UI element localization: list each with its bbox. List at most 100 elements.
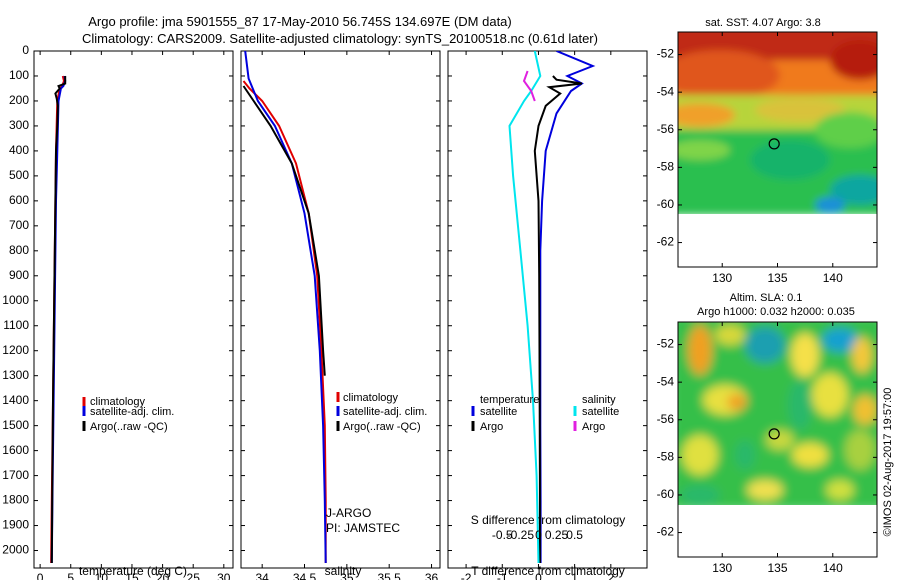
argo-location-marker — [768, 138, 780, 150]
map-y-tick-label: -60 — [657, 197, 675, 211]
sst-map-title: sat. SST: 4.07 Argo: 3.8 — [705, 17, 821, 29]
series-temperature-satellite — [539, 51, 596, 563]
legend-temp-argo-label: Argo — [480, 421, 503, 433]
sst-map: sat. SST: 4.07 Argo: 3.8 -52-54-56-5 — [657, 17, 878, 285]
s-difference-label: S difference from climatology — [471, 513, 626, 527]
salinity-x-axis: 34 34.5 35 35.5 36 — [255, 51, 439, 580]
y-tick-label: 1600 — [2, 443, 29, 457]
legend-climatology-label: climatology — [90, 396, 146, 408]
x-tick-label: 20 — [156, 571, 170, 580]
header-line2: Climatology: CARS2009. Satellite-adjuste… — [82, 31, 598, 46]
x-tick-label: 0 — [37, 571, 44, 580]
y-tick-label: 300 — [9, 118, 29, 132]
sla-map: Altim. SLA: 0.1 Argo h1000: 0.032 h2000:… — [657, 292, 878, 575]
y-tick-label: 400 — [9, 143, 29, 157]
s-difference-tick-label: 0 — [535, 528, 542, 542]
s-difference-tick-label: 0.5 — [566, 528, 583, 542]
x-tick-label: 0 — [535, 571, 542, 580]
x-tick-label: 15 — [125, 571, 139, 580]
series-argo-raw-qc — [50, 76, 67, 564]
map-x-tick-label: 140 — [823, 561, 843, 575]
map-x-tick-label: 130 — [712, 271, 732, 285]
map-y-tick-label: -54 — [657, 374, 675, 388]
y-tick-label: 500 — [9, 168, 29, 182]
x-tick-label: -1 — [497, 571, 508, 580]
series-salinity-argo — [522, 70, 536, 102]
x-tick-label: 35 — [340, 571, 354, 580]
depth-axis: 0 100 200 300 400 500 600 700 800 900 1000 1100 1200… — [2, 43, 233, 557]
x-tick-label: 30 — [217, 571, 231, 580]
legend-satellite-label: satellite-adj. clim. — [90, 406, 174, 418]
sst-field — [678, 32, 877, 215]
map-y-tick-label: -52 — [657, 47, 675, 61]
map-x-tick-label: 140 — [823, 271, 843, 285]
y-tick-label: 1500 — [2, 418, 29, 432]
series-climatology — [242, 80, 327, 563]
difference-axes-frame — [447, 50, 648, 569]
x-tick-label: 25 — [187, 571, 201, 580]
series-salinity-satellite — [508, 51, 542, 564]
series-argo-raw-qc — [242, 85, 326, 376]
s-difference-tick-label: 0.25 — [545, 528, 569, 542]
s-difference-tick-label: -0.5 — [492, 528, 513, 542]
header-line1: Argo profile: jma 5901555_87 17-May-2010… — [88, 14, 512, 29]
y-tick-label: 1200 — [2, 343, 29, 357]
legend-satellite-label: satellite-adj. clim. — [343, 406, 427, 418]
x-tick-label: 2 — [607, 571, 614, 580]
legend-temperature-title: temperature — [480, 394, 539, 406]
y-tick-label: 1000 — [2, 293, 29, 307]
sst-y-ticks: -52 -54 -56 -58 -60 -62 — [657, 47, 877, 249]
x-tick-label: 10 — [95, 571, 109, 580]
legend-argo-label: Argo(..raw -QC) — [343, 421, 421, 433]
map-y-tick-label: -56 — [657, 412, 675, 426]
sla-map-subtitle: Argo h1000: 0.032 h2000: 0.035 — [697, 306, 855, 318]
temperature-x-label: temperature (deg C) — [79, 564, 187, 578]
legend-sal-argo-label: Argo — [582, 421, 605, 433]
temperature-axes-frame — [33, 50, 234, 569]
map-y-tick-label: -60 — [657, 487, 675, 501]
sla-field — [678, 322, 877, 510]
map-y-tick-label: -62 — [657, 235, 675, 249]
legend-salinity-title: salinity — [582, 394, 616, 406]
pi-label: PI: JAMSTEC — [326, 521, 400, 535]
x-tick-label: 5 — [67, 571, 74, 580]
legend-climatology-label: climatology — [343, 392, 399, 404]
map-y-tick-label: -56 — [657, 122, 675, 136]
y-tick-label: 1100 — [3, 318, 29, 332]
x-tick-label: 35.5 — [378, 571, 402, 580]
x-tick-label: 34 — [255, 571, 269, 580]
legend-argo-label: Argo(..raw -QC) — [90, 421, 168, 433]
x-tick-label: -2 — [461, 571, 472, 580]
temperature-x-axis: 0 5 10 15 20 25 30 — [37, 51, 231, 580]
map-x-tick-label: 135 — [767, 561, 787, 575]
argo-program-label: J-ARGO — [326, 506, 371, 520]
s-difference-ticks: -0.5-0.25 0 0.250.5 — [492, 528, 583, 542]
salinity-axes-frame — [240, 50, 441, 569]
legend-temp-satellite-label: satellite — [480, 406, 517, 418]
y-tick-label: 1300 — [2, 368, 29, 382]
y-tick-label: 200 — [9, 93, 29, 107]
map-y-tick-label: -54 — [657, 84, 675, 98]
y-tick-label: 1400 — [2, 393, 29, 407]
sla-x-ticks: 130 135 140 — [712, 322, 843, 575]
temperature-legend: climatology satellite-adj. clim. Argo(..… — [82, 396, 174, 433]
sla-y-ticks: -52 -54 -56 -58 -60 -62 — [657, 337, 877, 539]
map-y-tick-label: -58 — [657, 450, 675, 464]
salinity-x-label: salinity — [325, 564, 362, 578]
y-tick-label: 1800 — [2, 493, 29, 507]
argo-location-marker — [768, 428, 780, 440]
salinity-legend: climatology satellite-adj. clim. Argo(..… — [336, 392, 427, 433]
map-y-tick-label: -58 — [657, 160, 675, 174]
difference-y-ticks — [448, 50, 647, 552]
s-difference-tick-label: -0.25 — [507, 528, 535, 542]
y-tick-label: 100 — [9, 68, 29, 82]
x-tick-label: 1 — [571, 571, 578, 580]
map-x-tick-label: 130 — [712, 561, 732, 575]
difference-x-axis: -2 -1 0 1 2 — [461, 51, 614, 580]
y-tick-label: 700 — [9, 218, 29, 232]
y-tick-label: 600 — [9, 193, 29, 207]
series-temperature-argo — [533, 75, 583, 563]
salinity-panel: 34 34.5 35 35.5 36 climatology satellite-adj… — [240, 50, 441, 580]
copyright-stamp: ©IMOS 02-Aug-2017 19:57:00 — [882, 388, 894, 537]
